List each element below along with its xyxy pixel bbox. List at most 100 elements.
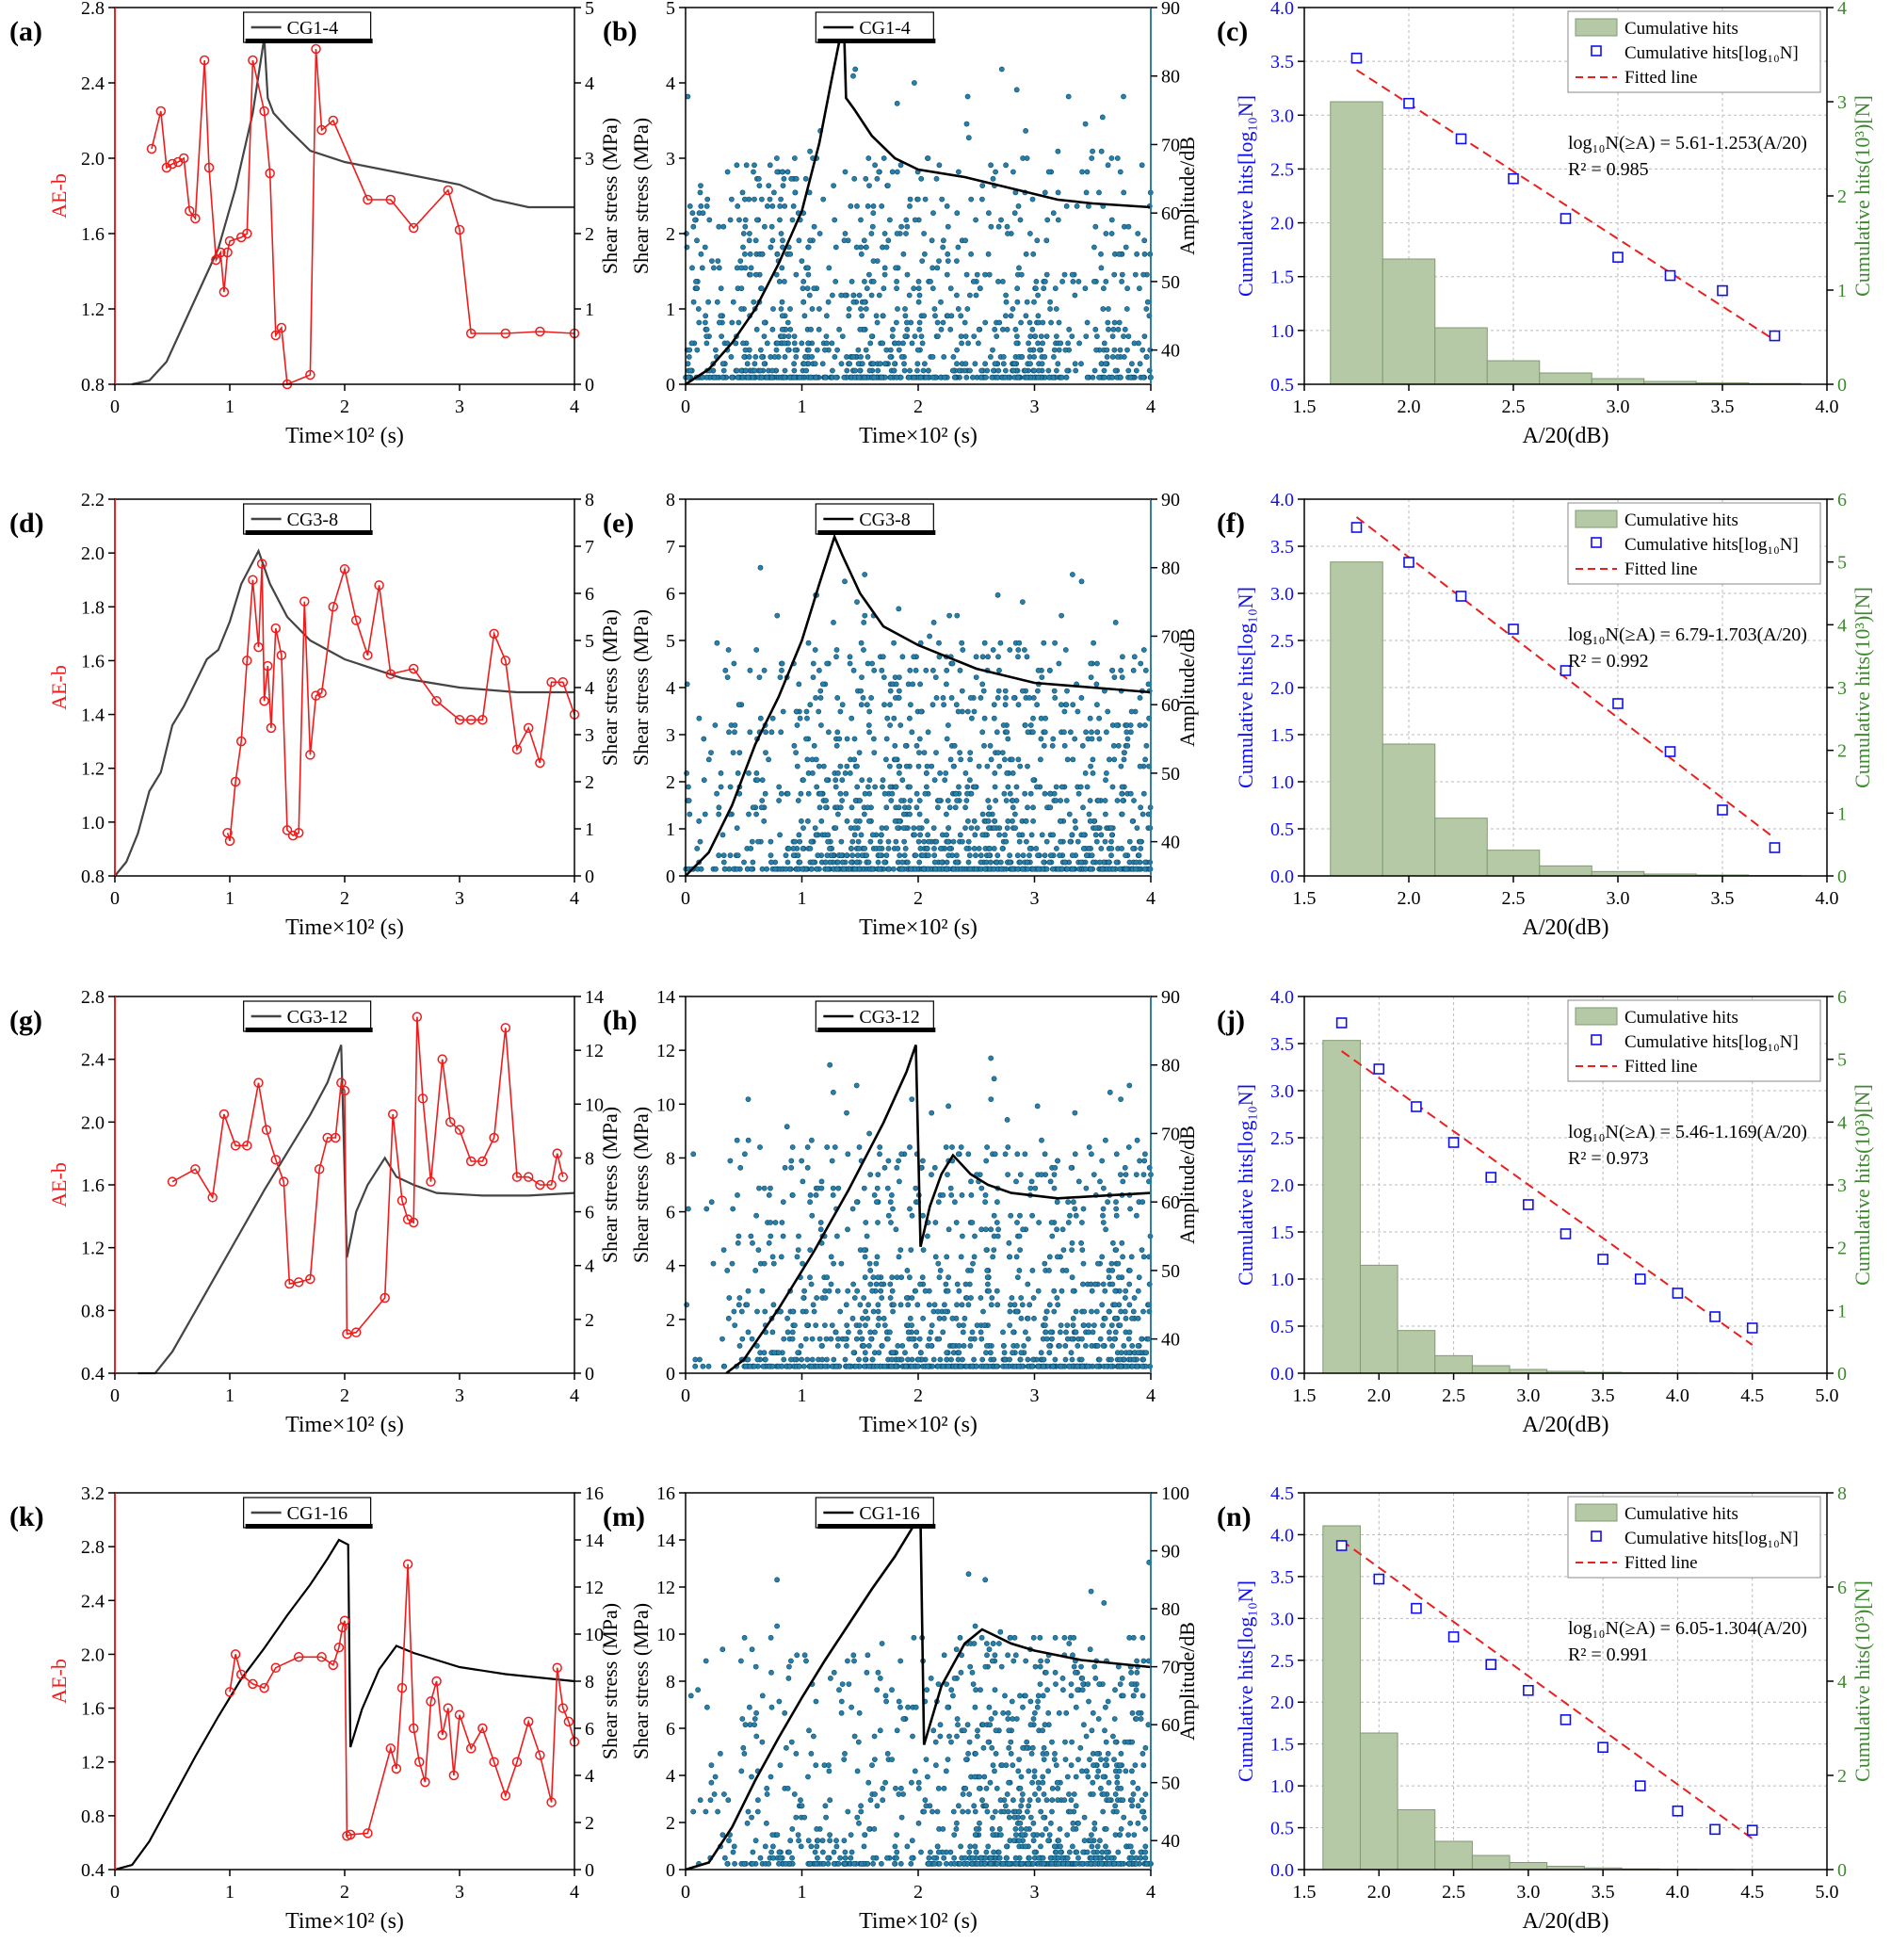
amplitude-point: [956, 1288, 962, 1294]
amplitude-point: [849, 1206, 856, 1212]
figure.rows.1.right-ytick-label: 3: [1837, 678, 1847, 699]
amplitude-point: [874, 1363, 881, 1369]
amplitude-point: [917, 681, 923, 688]
amplitude-point: [716, 852, 722, 859]
aeb-point: [431, 696, 442, 706]
amplitude-point: [931, 1302, 938, 1308]
amplitude-point: [871, 1192, 878, 1198]
amplitude-point: [988, 756, 994, 763]
amplitude-point: [1026, 695, 1032, 701]
amplitude-point: [718, 784, 724, 790]
amplitude-point: [851, 736, 858, 742]
amplitude-point: [1037, 347, 1042, 353]
amplitude-point: [732, 722, 738, 728]
amplitude-point: [779, 1220, 785, 1225]
amplitude-point: [866, 777, 873, 784]
amplitude-point: [904, 319, 910, 326]
amplitude-point: [865, 1315, 871, 1321]
amplitude-point: [908, 1247, 914, 1253]
amplitude-point: [757, 1144, 763, 1150]
amplitude-point: [749, 838, 755, 845]
amplitude-point: [893, 838, 899, 845]
amplitude-point: [731, 1308, 737, 1315]
amplitude-point: [762, 223, 768, 230]
amplitude-point: [842, 770, 849, 776]
amplitude-point: [1046, 1343, 1052, 1349]
amplitude-point: [1094, 1343, 1101, 1349]
figure.rows.2.mid-xtick-label: 0: [681, 1385, 690, 1406]
amplitude-point: [718, 770, 724, 776]
amplitude-point: [1040, 1693, 1046, 1699]
amplitude-point: [943, 1308, 948, 1315]
figure.rows.0.left-xtick-label: 1: [225, 397, 234, 417]
amplitude-point: [866, 729, 872, 736]
amplitude-point: [1119, 674, 1125, 680]
amplitude-point: [1042, 1315, 1048, 1321]
amplitude-point: [1010, 804, 1016, 811]
aeb-point: [230, 776, 241, 787]
amplitude-point: [1139, 1634, 1146, 1641]
amplitude-point: [1026, 1336, 1031, 1342]
amplitude-point: [973, 674, 979, 680]
amplitude-point: [1108, 155, 1115, 161]
amplitude-point: [1118, 1096, 1123, 1102]
x-axis-label: Time×10² (s): [859, 915, 978, 940]
amplitude-point: [1075, 838, 1081, 845]
amplitude-point: [753, 811, 759, 818]
amplitude-point: [1036, 1220, 1042, 1225]
amplitude-point: [823, 804, 829, 811]
amplitude-point: [1073, 367, 1079, 374]
amplitude-point: [1119, 784, 1125, 790]
amplitude-point: [856, 374, 862, 381]
amplitude-point: [1047, 804, 1054, 811]
figure.rows.1.right-ytick-label: 0: [1837, 867, 1847, 887]
amplitude-point: [752, 361, 758, 367]
amplitude-point: [994, 591, 1001, 598]
amplitude-point: [1085, 1774, 1091, 1780]
amplitude-point: [725, 647, 732, 653]
amplitude-point: [895, 1343, 901, 1349]
amplitude-point: [911, 654, 917, 660]
amplitude-point: [832, 1144, 838, 1150]
amplitude-point: [897, 1247, 904, 1253]
figure.rows.2.mid-ytick-label: 50: [1161, 1261, 1180, 1282]
amplitude-point: [1089, 1308, 1094, 1315]
amplitude-point: [1086, 811, 1092, 818]
amplitude-point: [881, 155, 887, 161]
amplitude-point: [1057, 852, 1062, 859]
amplitude-point: [889, 1687, 895, 1693]
amplitude-point: [988, 223, 994, 230]
figure.rows.3.left-xtick-label: 3: [455, 1882, 464, 1903]
amplitude-point: [991, 367, 996, 374]
amplitude-point: [747, 271, 753, 278]
amplitude-point: [963, 121, 970, 127]
amplitude-point: [948, 1739, 954, 1745]
amplitude-point: [791, 367, 798, 374]
amplitude-point: [814, 866, 820, 872]
aeb-point: [350, 615, 362, 625]
amplitude-point: [778, 790, 784, 797]
amplitude-point: [1064, 866, 1071, 872]
amplitude-point: [1107, 1336, 1113, 1342]
amplitude-point: [1091, 1172, 1097, 1177]
amplitude-point: [1062, 1343, 1069, 1349]
amplitude-point: [744, 1302, 751, 1308]
amplitude-point: [884, 1185, 891, 1191]
amplitude-point: [801, 313, 808, 319]
amplitude-point: [1140, 374, 1146, 381]
amplitude-point: [703, 333, 710, 339]
log-hits-point: [1508, 624, 1519, 635]
amplitude-point: [1010, 818, 1015, 824]
figure.rows.3.left-ytick-label: 0: [585, 1860, 594, 1881]
amplitude-point: [834, 1233, 840, 1239]
amplitude-point: [1022, 790, 1028, 797]
figure.rows.2.mid-ytick-label: 2: [666, 1310, 675, 1331]
amplitude-point: [1088, 674, 1094, 680]
amplitude-point: [907, 667, 913, 673]
amplitude-point: [993, 1808, 998, 1815]
amplitude-point: [1037, 1681, 1043, 1687]
figure.rows.1.left-xtick-label: 4: [570, 888, 579, 909]
amplitude-point: [807, 148, 813, 154]
panel-letter: (h): [603, 1005, 638, 1036]
amplitude-point: [1014, 1220, 1020, 1225]
